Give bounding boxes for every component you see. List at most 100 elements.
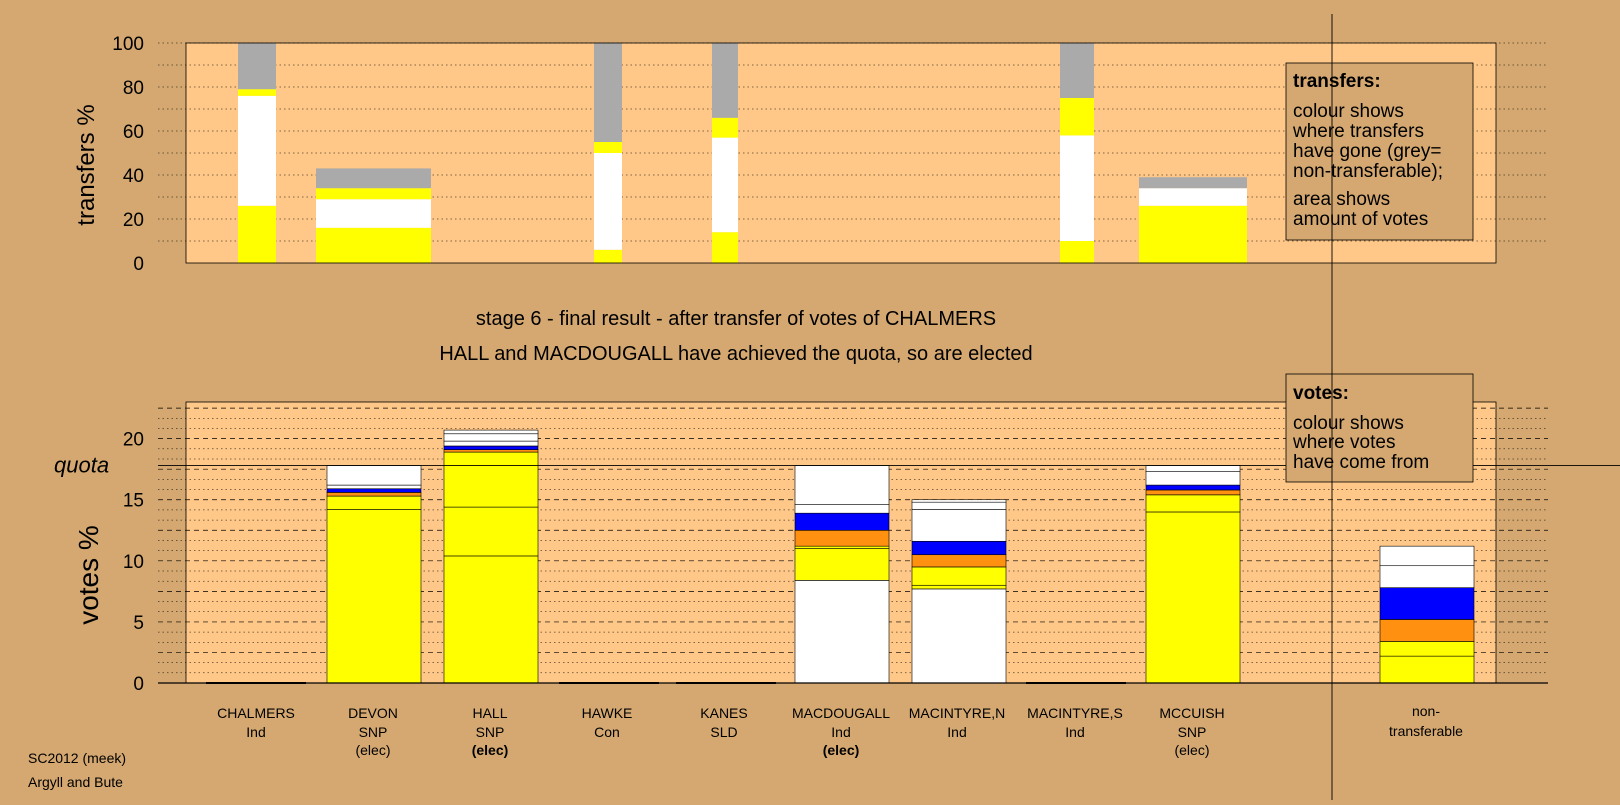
candidate-status-label: (elec) bbox=[1174, 742, 1209, 758]
transfers-bar-segment bbox=[594, 249, 622, 263]
transfers-legend-title: transfers: bbox=[1293, 71, 1381, 92]
transfers-bar-segment bbox=[712, 43, 738, 118]
votes-bar-segment bbox=[911, 499, 1007, 503]
votes-bar-segment bbox=[911, 588, 1007, 684]
transfers-legend-line: colour shows bbox=[1293, 101, 1404, 122]
transfers-bar-segment bbox=[1139, 188, 1247, 206]
transfers-bar-segment bbox=[712, 232, 738, 263]
votes-bar-segment bbox=[794, 548, 890, 581]
candidate-party-label: SNP bbox=[476, 724, 505, 740]
transfers-legend-line: non-transferable); bbox=[1293, 161, 1443, 182]
votes-bar-segment bbox=[443, 440, 539, 447]
transfers-bar-segment bbox=[238, 95, 276, 206]
votes-bar-segment bbox=[326, 465, 422, 486]
transfers-bar-segment bbox=[238, 43, 276, 90]
candidate-party-label: SNP bbox=[1178, 724, 1207, 740]
votes-plot-frame bbox=[185, 401, 1497, 684]
votes-bar-segment bbox=[911, 554, 1007, 568]
candidate-party-label: Ind bbox=[1065, 724, 1084, 740]
quota-label: quota bbox=[54, 453, 109, 478]
votes-bar-segment bbox=[794, 504, 890, 514]
nontransferable-bar-segment bbox=[1379, 619, 1475, 642]
candidate-name-label: DEVON bbox=[348, 705, 398, 721]
stage-title: stage 6 - final result - after transfer … bbox=[476, 308, 996, 330]
transfers-legend-line: where transfers bbox=[1292, 121, 1424, 142]
votes-legend-line: colour shows bbox=[1293, 413, 1404, 434]
votes-bar-segment bbox=[443, 445, 539, 450]
candidate-name-label: MACDOUGALL bbox=[792, 705, 890, 721]
transfers-bar-segment bbox=[594, 43, 622, 142]
transfers-legend-line: have gone (grey= bbox=[1293, 141, 1441, 162]
candidate-party-label: SLD bbox=[710, 724, 737, 740]
votes-bar-segment bbox=[911, 540, 1007, 556]
candidate-party-label: SNP bbox=[359, 724, 388, 740]
transfers-y-ticks: 0 20 40 60 80 100 bbox=[112, 34, 144, 275]
votes-bar-segment bbox=[326, 509, 422, 684]
votes-legend-line: have come from bbox=[1293, 452, 1429, 473]
votes-bar-segment bbox=[794, 512, 890, 531]
votes-bar-segment bbox=[794, 580, 890, 684]
candidate-status-label: (elec) bbox=[355, 742, 390, 758]
votes-bar-segment bbox=[443, 433, 539, 442]
nontransferable-bar-segment bbox=[1379, 545, 1475, 567]
transfers-bar-segment bbox=[594, 142, 622, 153]
nontransferable-bar-segment bbox=[1379, 565, 1475, 589]
nontransferable-label: non- bbox=[1412, 703, 1440, 719]
transfers-bar-segment bbox=[316, 199, 431, 228]
candidate-name-label: MCCUISH bbox=[1159, 705, 1224, 721]
votes-bar-segment bbox=[326, 495, 422, 510]
transfers-bars bbox=[238, 43, 1247, 263]
votes-y-ticks: 0 5 10 15 20 bbox=[123, 430, 144, 695]
stage-subtitle: HALL and MACDOUGALL have achieved the qu… bbox=[439, 343, 1032, 365]
transfers-bar-segment bbox=[1139, 177, 1247, 189]
transfers-legend-line: amount of votes bbox=[1293, 209, 1428, 230]
votes-legend-title: votes: bbox=[1293, 383, 1349, 404]
votes-bar-segment bbox=[443, 429, 539, 435]
votes-bar-segment bbox=[911, 566, 1007, 586]
transfers-bar-segment bbox=[238, 89, 276, 96]
votes-bar-segment bbox=[1145, 484, 1241, 491]
transfers-bar-segment bbox=[1060, 135, 1094, 241]
transfers-plot-frame bbox=[185, 42, 1497, 264]
transfers-bar-segment bbox=[594, 153, 622, 250]
votes-bar-segment bbox=[1145, 494, 1241, 513]
transfers-bar-segment bbox=[316, 168, 431, 189]
transfers-legend-line: area shows bbox=[1293, 189, 1390, 210]
transfers-bar-segment bbox=[316, 188, 431, 200]
votes-bar-segment bbox=[1145, 465, 1241, 472]
transfers-bar-segment bbox=[1060, 98, 1094, 136]
footer-line-2: Argyll and Bute bbox=[28, 774, 123, 790]
votes-bar-segment bbox=[911, 501, 1007, 510]
votes-bar-segment bbox=[1145, 471, 1241, 486]
candidate-party-label: Ind bbox=[947, 724, 966, 740]
transfers-y-tick-label: 0 bbox=[133, 254, 144, 275]
candidate-name-label: HALL bbox=[472, 705, 507, 721]
candidate-status-label: (elec) bbox=[823, 742, 860, 758]
nontransferable-label: transferable bbox=[1389, 723, 1463, 739]
votes-bar-segment bbox=[911, 584, 1007, 590]
nontransferable-bar-segment bbox=[1379, 587, 1475, 620]
candidate-name-label: CHALMERS bbox=[217, 705, 295, 721]
votes-y-tick-label: 0 bbox=[133, 674, 144, 695]
votes-legend-line: where votes bbox=[1292, 432, 1395, 453]
candidate-name-label: HAWKE bbox=[582, 705, 633, 721]
votes-bar-segment bbox=[443, 449, 539, 453]
votes-bar-segment bbox=[794, 545, 890, 549]
transfers-panel: 0 20 40 60 80 100 transfers % transfers: colo… bbox=[73, 34, 1548, 275]
votes-bar-segment bbox=[326, 488, 422, 493]
votes-bar-segment bbox=[794, 465, 890, 505]
votes-y-axis-label: votes % bbox=[73, 525, 104, 625]
transfers-y-tick-label: 60 bbox=[123, 122, 144, 143]
transfers-y-tick-label: 40 bbox=[123, 166, 144, 187]
candidate-party-label: Con bbox=[594, 724, 620, 740]
transfers-bar-segment bbox=[1139, 205, 1247, 263]
transfers-bar-segment bbox=[316, 227, 431, 263]
votes-y-tick-label: 5 bbox=[133, 613, 144, 634]
transfers-y-tick-label: 20 bbox=[123, 210, 144, 231]
votes-bar-segment bbox=[1145, 511, 1241, 684]
votes-legend-box bbox=[1285, 373, 1474, 483]
transfers-bar-segment bbox=[712, 137, 738, 233]
candidate-labels: CHALMERS Ind DEVON SNP (elec) HALL SNP (elec) HA… bbox=[217, 703, 1463, 758]
